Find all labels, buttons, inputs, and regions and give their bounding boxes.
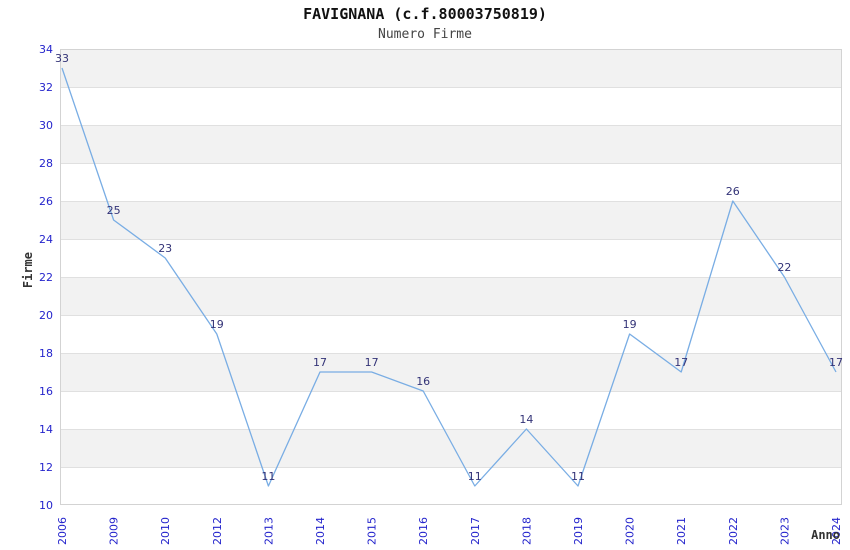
point-label: 26	[726, 185, 740, 198]
point-label: 17	[313, 356, 327, 369]
x-tick-label: 2016	[417, 517, 430, 545]
point-label: 16	[416, 375, 430, 388]
x-tick-label: 2006	[56, 517, 69, 545]
y-tick-label: 28	[39, 157, 53, 170]
x-tick-label: 2013	[262, 517, 275, 545]
y-tick-label: 22	[39, 271, 53, 284]
x-tick-label: 2012	[211, 517, 224, 545]
x-tick-label: 2024	[830, 517, 843, 545]
grid-band	[60, 201, 842, 239]
grid-band	[60, 49, 842, 87]
plot-border	[60, 49, 842, 505]
point-label: 33	[55, 52, 69, 65]
x-tick-label: 2018	[520, 517, 533, 545]
y-tick-label: 24	[39, 233, 53, 246]
chart-subtitle: Numero Firme	[378, 27, 472, 42]
y-tick-label: 18	[39, 347, 53, 360]
data-line	[61, 67, 837, 487]
x-tick-label: 2015	[366, 517, 379, 545]
y-tick-label: 34	[39, 43, 53, 56]
point-label: 19	[210, 318, 224, 331]
y-tick-label: 30	[39, 119, 53, 132]
x-tick-label: 2017	[469, 517, 482, 545]
y-tick-label: 16	[39, 385, 53, 398]
x-tick-label: 2009	[108, 517, 121, 545]
x-tick-label: 2022	[727, 517, 740, 545]
point-label: 22	[777, 261, 791, 274]
x-tick-label: 2014	[314, 517, 327, 545]
x-tick-label: 2020	[624, 517, 637, 545]
point-label: 17	[674, 356, 688, 369]
point-label: 14	[519, 413, 533, 426]
grid-band	[60, 353, 842, 391]
point-label: 23	[158, 242, 172, 255]
y-tick-label: 12	[39, 461, 53, 474]
point-label: 25	[107, 204, 121, 217]
x-tick-label: 2023	[778, 517, 791, 545]
y-tick-label: 32	[39, 81, 53, 94]
point-label: 11	[468, 470, 482, 483]
point-label: 11	[571, 470, 585, 483]
grid-band	[60, 277, 842, 315]
x-axis-label: Anno	[811, 528, 840, 542]
point-label: 17	[829, 356, 843, 369]
y-tick-label: 10	[39, 499, 53, 512]
point-label: 17	[365, 356, 379, 369]
grid-band	[60, 125, 842, 163]
y-tick-label: 20	[39, 309, 53, 322]
x-tick-label: 2019	[572, 517, 585, 545]
x-tick-label: 2021	[675, 517, 688, 545]
grid-band	[60, 429, 842, 467]
y-tick-label: 14	[39, 423, 53, 436]
point-label: 19	[623, 318, 637, 331]
point-label: 11	[261, 470, 275, 483]
chart-title: FAVIGNANA (c.f.80003750819)	[303, 5, 547, 23]
y-tick-label: 26	[39, 195, 53, 208]
x-tick-label: 2010	[159, 517, 172, 545]
